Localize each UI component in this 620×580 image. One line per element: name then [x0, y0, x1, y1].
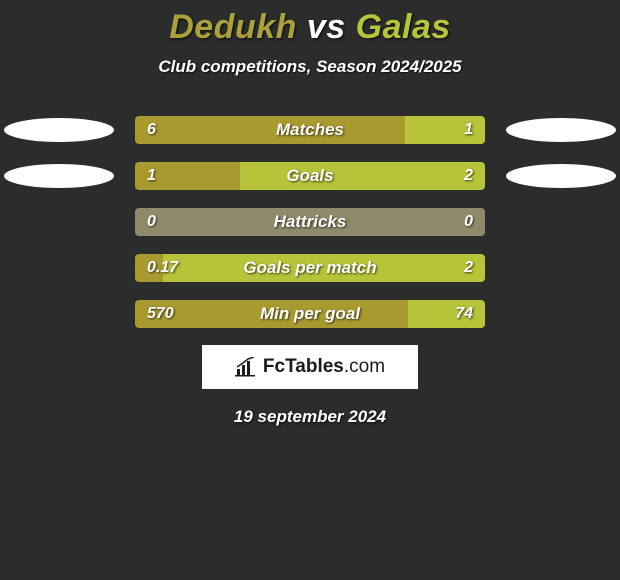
- vs-separator: vs: [297, 8, 356, 46]
- bar-right-segment: [240, 162, 485, 190]
- stat-bar: 61Matches: [135, 116, 485, 144]
- footer-date: 19 september 2024: [0, 407, 620, 427]
- player1-badge: [4, 118, 114, 142]
- stat-row: 12Goals: [0, 161, 620, 191]
- stat-bar: 12Goals: [135, 162, 485, 190]
- bar-left-segment: [135, 300, 408, 328]
- logo-bold: FcTables: [263, 356, 344, 377]
- bar-left-segment: [135, 162, 240, 190]
- page-title: Dedukh vs Galas: [0, 0, 620, 47]
- bar-left-segment: [135, 254, 163, 282]
- comparison-canvas: Dedukh vs Galas Club competitions, Seaso…: [0, 0, 620, 580]
- fctables-logo[interactable]: FcTables.com: [202, 345, 418, 389]
- chart-icon: [235, 357, 257, 377]
- stat-bar: 00Hattricks: [135, 208, 485, 236]
- logo-text: FcTables.com: [263, 356, 385, 378]
- logo-light: .com: [344, 356, 385, 377]
- bar-right-segment: [405, 116, 486, 144]
- bar-left-segment: [135, 208, 485, 236]
- player1-badge: [4, 164, 114, 188]
- bar-right-segment: [408, 300, 485, 328]
- player2-badge: [506, 164, 616, 188]
- bar-left-segment: [135, 116, 405, 144]
- stat-row: 61Matches: [0, 115, 620, 145]
- bar-right-segment: [163, 254, 485, 282]
- player2-badge: [506, 118, 616, 142]
- stat-bar: 57074Min per goal: [135, 300, 485, 328]
- subtitle: Club competitions, Season 2024/2025: [0, 57, 620, 77]
- stat-row: 57074Min per goal: [0, 299, 620, 329]
- player1-name: Dedukh: [169, 8, 297, 46]
- stat-row: 0.172Goals per match: [0, 253, 620, 283]
- stat-rows: 61Matches 12Goals 00Hattricks 0.172Goals pe…: [0, 115, 620, 329]
- player2-name: Galas: [356, 8, 451, 46]
- stat-bar: 0.172Goals per match: [135, 254, 485, 282]
- stat-row: 00Hattricks: [0, 207, 620, 237]
